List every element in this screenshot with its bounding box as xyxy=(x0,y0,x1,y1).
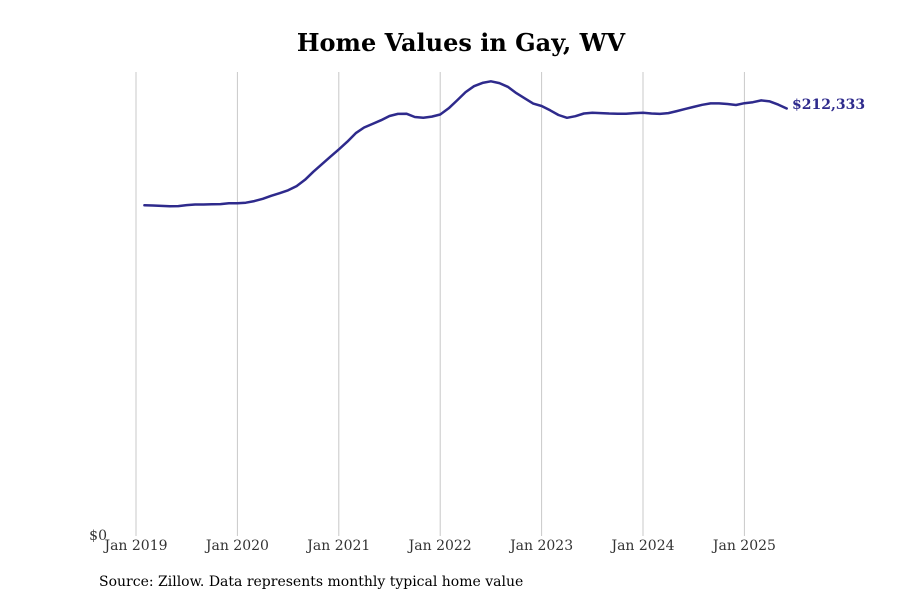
source-note: Source: Zillow. Data represents monthly … xyxy=(99,574,524,590)
x-tick-label: Jan 2020 xyxy=(204,538,269,554)
chart-title: Home Values in Gay, WV xyxy=(297,28,626,57)
x-tick-label: Jan 2025 xyxy=(711,538,776,554)
y-tick-label: $0 xyxy=(89,528,107,544)
x-tick-label: Jan 2021 xyxy=(305,538,370,554)
x-tick-label: Jan 2022 xyxy=(407,538,472,554)
grid-lines xyxy=(135,72,745,536)
x-tick-label: Jan 2024 xyxy=(609,538,674,554)
series-line xyxy=(143,80,788,208)
x-tick-label: Jan 2023 xyxy=(508,538,573,554)
axis-tick-labels: Jan 2019 Jan 2020 Jan 2021 Jan 2022 Jan 2023… xyxy=(89,528,776,554)
x-tick-label: Jan 2019 xyxy=(102,538,167,554)
series-layer xyxy=(143,80,788,208)
end-value-label: $212,333 xyxy=(792,97,865,113)
